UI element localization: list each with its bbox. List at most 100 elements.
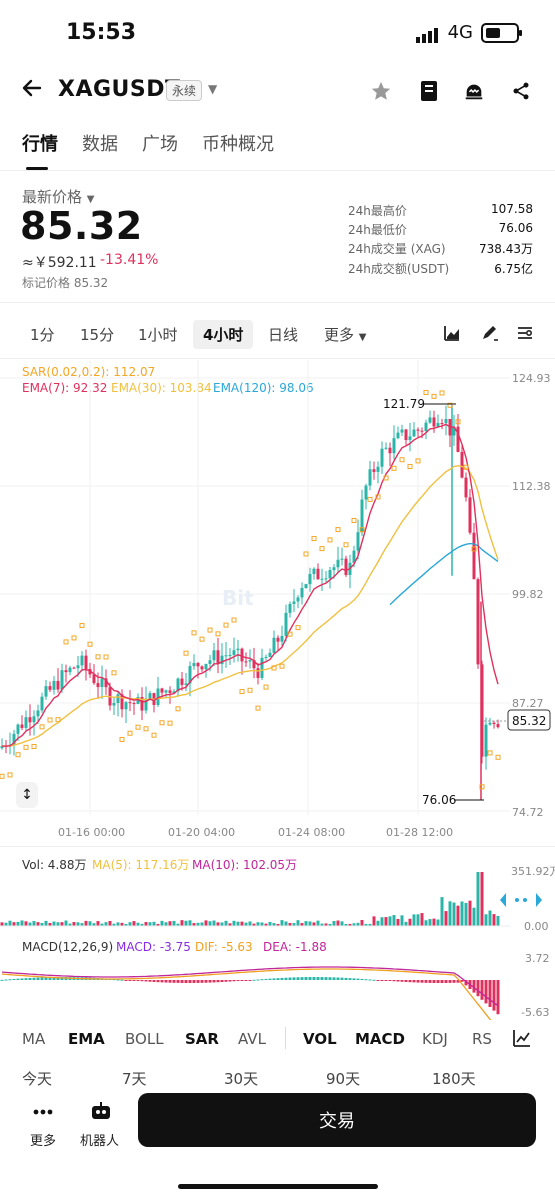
candle-body — [36, 710, 40, 717]
candle-body — [320, 578, 324, 580]
volume-bar — [440, 897, 444, 926]
timeframe-4h[interactable]: 4小时 — [193, 320, 254, 349]
candle-body — [412, 429, 416, 437]
more-label[interactable]: 更多 — [30, 1134, 57, 1149]
trade-button[interactable]: 交易 — [138, 1093, 536, 1147]
timeframe-1m[interactable]: 1分 — [30, 326, 55, 344]
macd-bar — [400, 980, 404, 982]
macd-bar — [308, 977, 312, 980]
candle-body — [404, 429, 408, 441]
timeframe-more[interactable]: 更多 ▼ — [324, 326, 367, 344]
volume-bar — [208, 921, 212, 926]
indicator-avl[interactable]: AVL — [238, 1030, 266, 1048]
volume-bar — [280, 920, 284, 926]
sar-dot — [455, 419, 461, 425]
volume-bar — [360, 920, 364, 926]
sar-dot — [319, 546, 325, 552]
macd-bar — [408, 980, 412, 983]
volume-bar — [260, 922, 264, 926]
macd-bar — [156, 980, 160, 983]
tab-coin-overview[interactable]: 币种概况 — [202, 134, 274, 155]
watermark: Bit — [222, 586, 254, 610]
indicator-settings-icon[interactable] — [512, 1028, 532, 1052]
symbol-title[interactable]: XAGUSDT — [58, 77, 181, 102]
sar-dot — [15, 752, 21, 758]
chart-type-icon[interactable] — [443, 324, 461, 346]
chart-settings-icon[interactable] — [516, 324, 534, 346]
chevron-down-icon[interactable]: ▼ — [208, 82, 218, 96]
macd-bar — [392, 980, 396, 982]
tab-square[interactable]: 广场 — [142, 134, 178, 155]
indicator-ma[interactable]: MA — [22, 1030, 46, 1048]
period-today[interactable]: 今天 — [22, 1070, 53, 1088]
volume-bar — [96, 921, 100, 926]
volume-bar — [340, 921, 344, 926]
stat-value-turnover: 6.75亿 — [494, 262, 533, 276]
timeframe-1h[interactable]: 1小时 — [138, 326, 178, 344]
period-7d[interactable]: 7天 — [122, 1070, 147, 1088]
sar-dot — [79, 622, 85, 628]
candle-body — [132, 703, 136, 705]
robot-icon[interactable] — [86, 1100, 116, 1128]
macd-bar — [300, 977, 304, 980]
expand-arrows-icon[interactable] — [496, 888, 546, 912]
vol-ma10-legend: MA(10): 102.05万 — [192, 858, 298, 872]
star-icon[interactable] — [370, 80, 392, 102]
indicator-vol[interactable]: VOL — [303, 1030, 337, 1048]
candle-body — [332, 567, 336, 571]
volume-bar — [156, 923, 160, 926]
robot-label[interactable]: 机器人 — [80, 1134, 120, 1149]
macd-bar — [276, 978, 280, 980]
volume-bar — [152, 921, 156, 926]
volume-bar — [344, 923, 348, 926]
timeframe-15m[interactable]: 15分 — [80, 326, 115, 344]
indicator-ema[interactable]: EMA — [68, 1030, 105, 1048]
volume-bar — [12, 922, 16, 926]
indicator-kdj[interactable]: KDJ — [422, 1030, 448, 1048]
macd-bar — [48, 977, 52, 980]
period-90d[interactable]: 90天 — [326, 1070, 361, 1088]
ema7-line — [2, 423, 499, 747]
timeframe-1d[interactable]: 日线 — [268, 326, 299, 344]
tab-market[interactable]: 行情 — [22, 130, 58, 170]
sar-dot — [359, 527, 365, 533]
back-icon[interactable] — [20, 76, 44, 107]
period-30d[interactable]: 30天 — [224, 1070, 259, 1088]
draw-tool-icon[interactable] — [480, 324, 500, 346]
candle-body — [104, 678, 108, 688]
macd-bar — [452, 980, 456, 983]
chart-top-divider — [0, 358, 555, 359]
indicator-macd[interactable]: MACD — [355, 1030, 405, 1048]
more-icon[interactable] — [28, 1100, 58, 1128]
ema7-legend: EMA(7): 92.32 — [22, 381, 108, 395]
macd-bar — [224, 980, 228, 982]
volume-bar — [488, 910, 492, 926]
high-label: 121.79 — [383, 397, 425, 411]
volume-bar — [28, 922, 32, 926]
robot-face-icon[interactable] — [463, 80, 485, 102]
book-icon[interactable] — [418, 80, 440, 102]
indicator-sar[interactable]: SAR — [185, 1030, 219, 1048]
indicator-boll[interactable]: BOLL — [125, 1030, 164, 1048]
vertical-scale-icon[interactable]: ↕ — [16, 782, 38, 808]
macd-bar — [116, 979, 120, 981]
macd-bar — [144, 980, 148, 982]
volume-bar — [40, 922, 44, 926]
latest-price-label[interactable]: 最新价格 ▼ — [22, 188, 95, 206]
candle-body — [128, 702, 132, 704]
candle-body — [144, 698, 148, 711]
sar-dot — [143, 726, 149, 732]
macd-bar — [172, 980, 176, 983]
candle-body — [304, 584, 308, 588]
macd-bar — [428, 980, 432, 983]
candle-body — [60, 670, 64, 690]
volume-bar — [36, 922, 40, 926]
tab-data[interactable]: 数据 — [82, 134, 118, 155]
indicator-rsi[interactable]: RS — [472, 1030, 492, 1048]
share-icon[interactable] — [510, 80, 532, 102]
candle-body — [160, 688, 164, 693]
period-180d[interactable]: 180天 — [432, 1070, 476, 1088]
candle-body — [64, 670, 68, 673]
candles — [0, 405, 500, 800]
price-chart[interactable]: Bit 124.93 112.38 99.82 87.27 74.72 121.… — [0, 360, 555, 820]
